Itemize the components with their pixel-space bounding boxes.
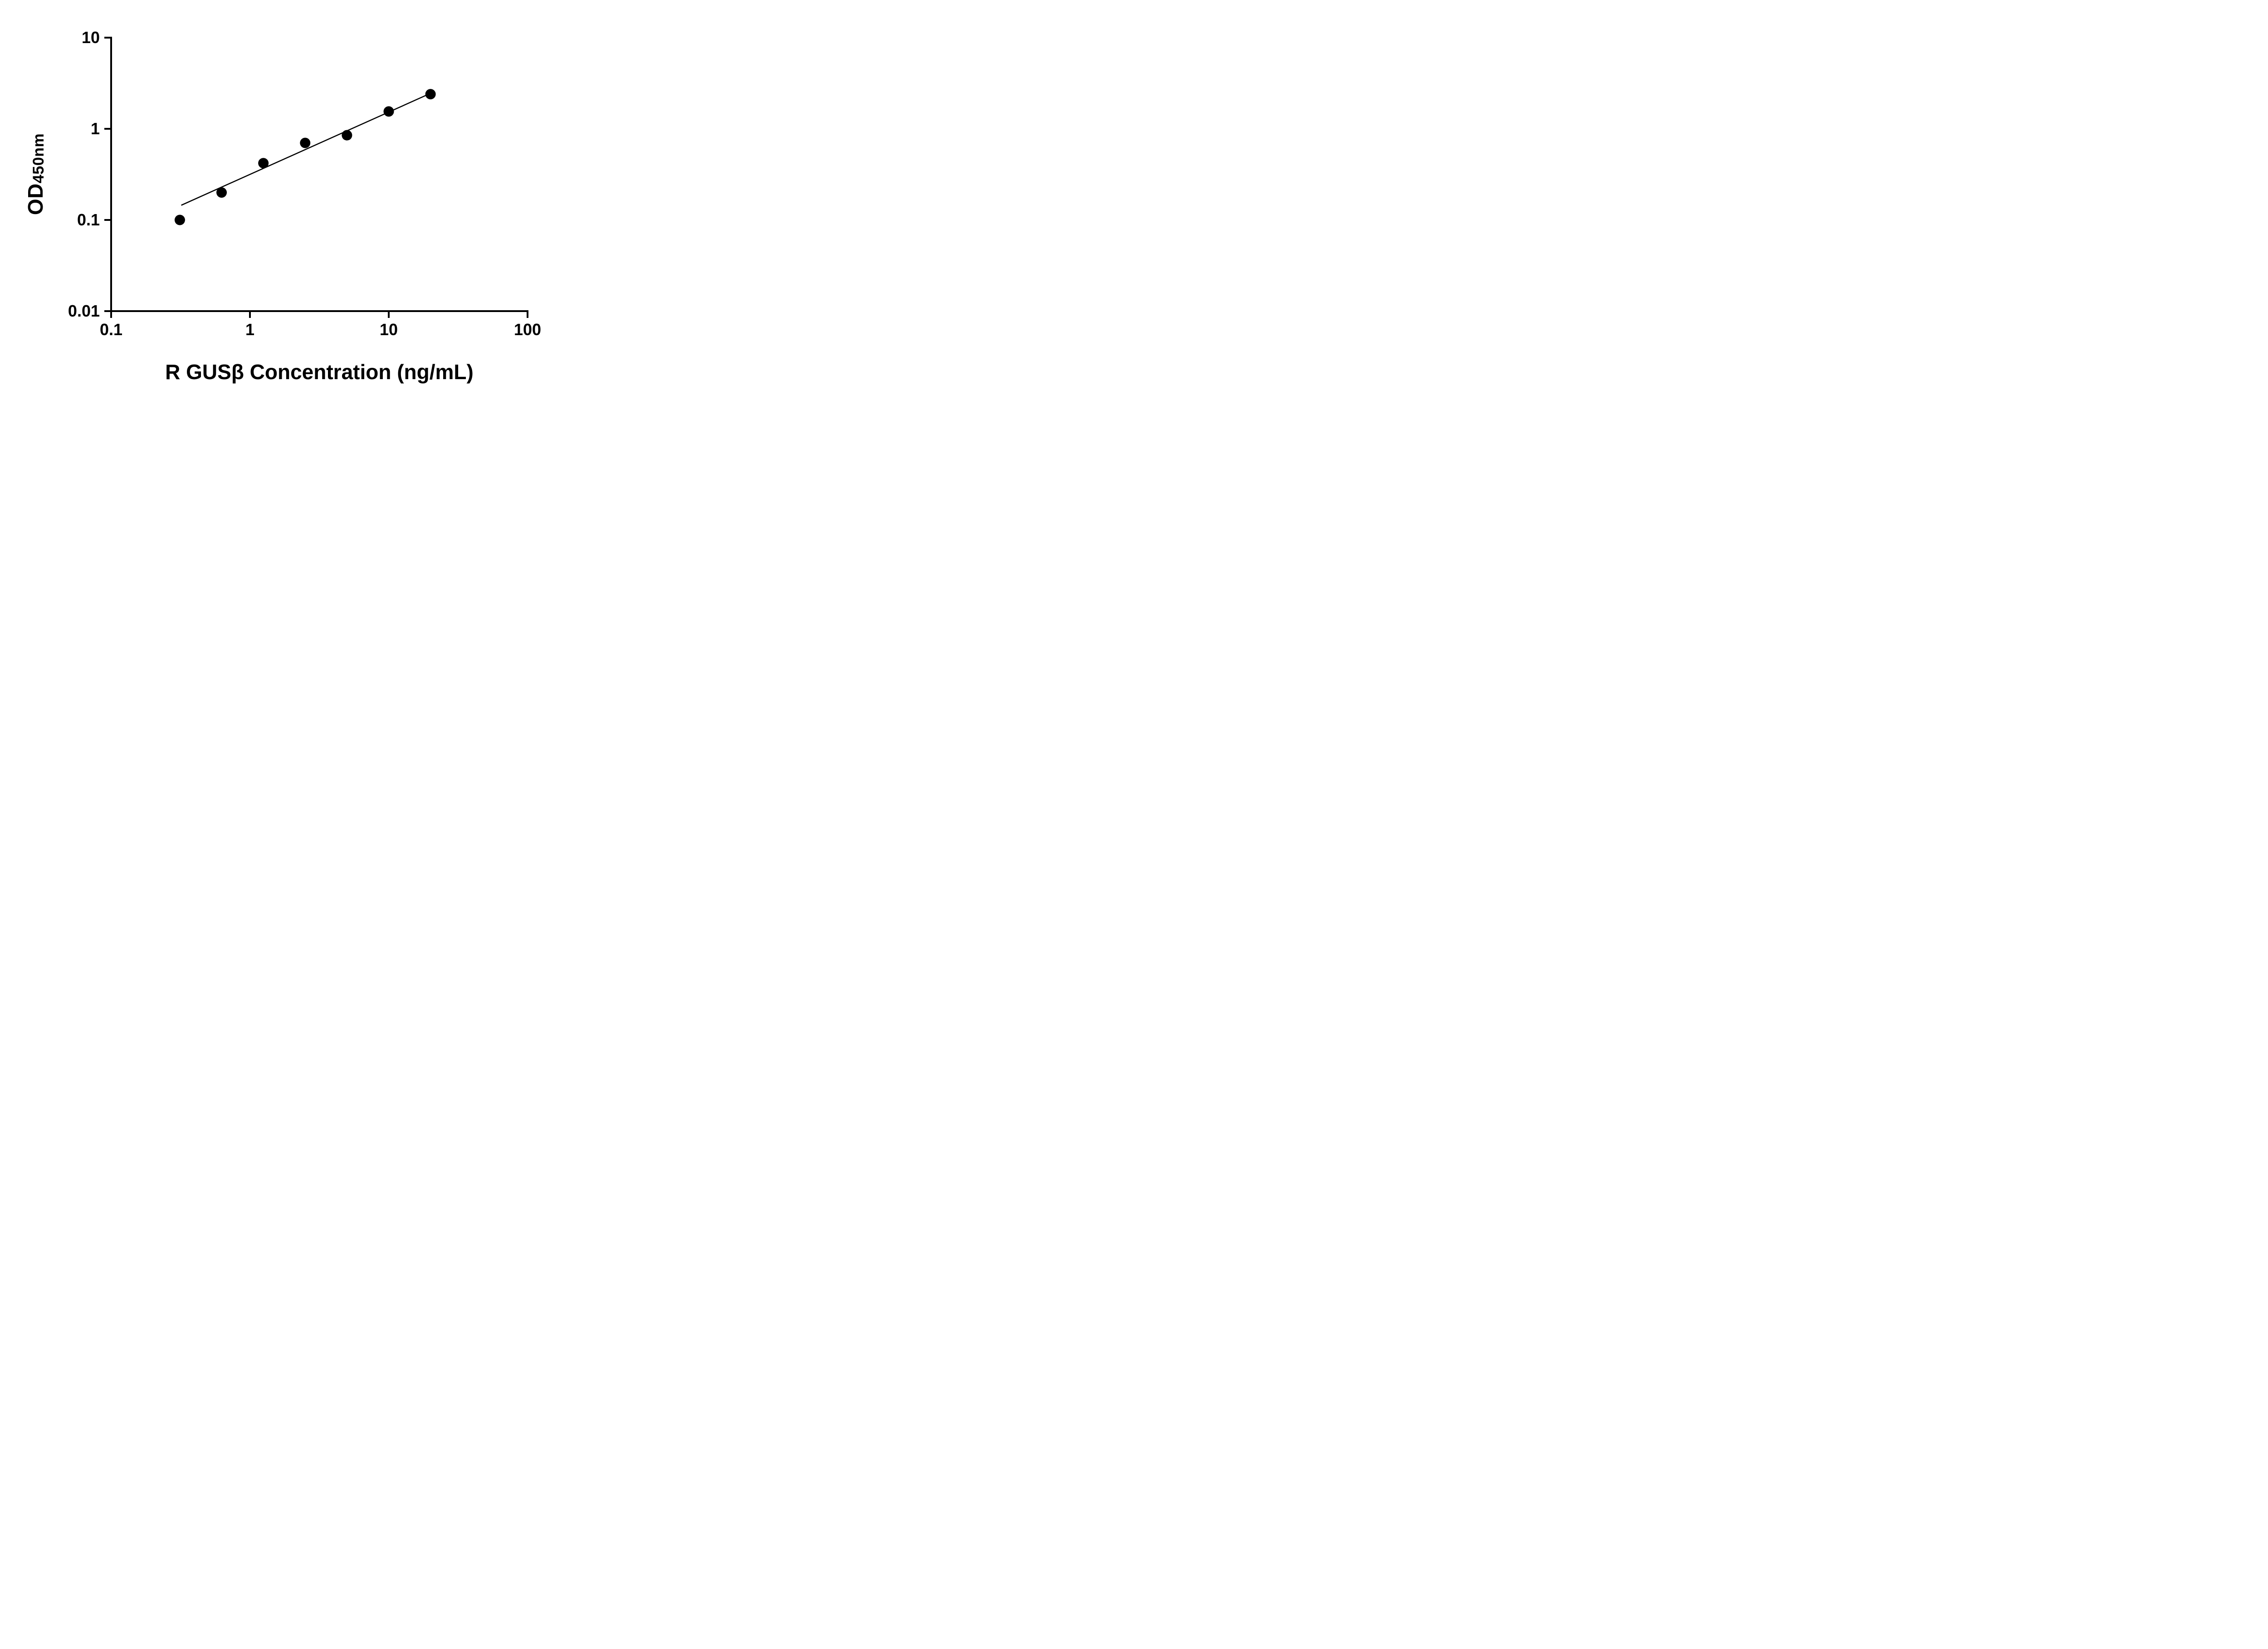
data-point: [258, 158, 269, 169]
y-tick-label: 10: [82, 28, 100, 47]
standard-curve-figure: OD450nm 0.1 1 10 100 0.01 0.1 1 10 R GUSβ Conce…: [0, 0, 583, 412]
y-tick-label: 0.01: [68, 302, 100, 320]
data-point: [216, 187, 227, 198]
data-point: [174, 215, 185, 225]
y-tick-label: 1: [91, 119, 100, 138]
x-tick-label: 0.1: [100, 320, 122, 339]
x-tick-label: 10: [380, 320, 398, 339]
x-tick-label: 100: [514, 320, 541, 339]
data-point: [425, 89, 436, 100]
y-tick-label: 0.1: [77, 210, 100, 229]
data-point: [342, 130, 352, 141]
x-tick-label: 1: [245, 320, 254, 339]
data-point: [300, 137, 311, 148]
axes-lines: [110, 37, 528, 312]
data-point: [383, 106, 394, 117]
x-axis-title: R GUSβ Concentration (ng/mL): [165, 360, 474, 384]
